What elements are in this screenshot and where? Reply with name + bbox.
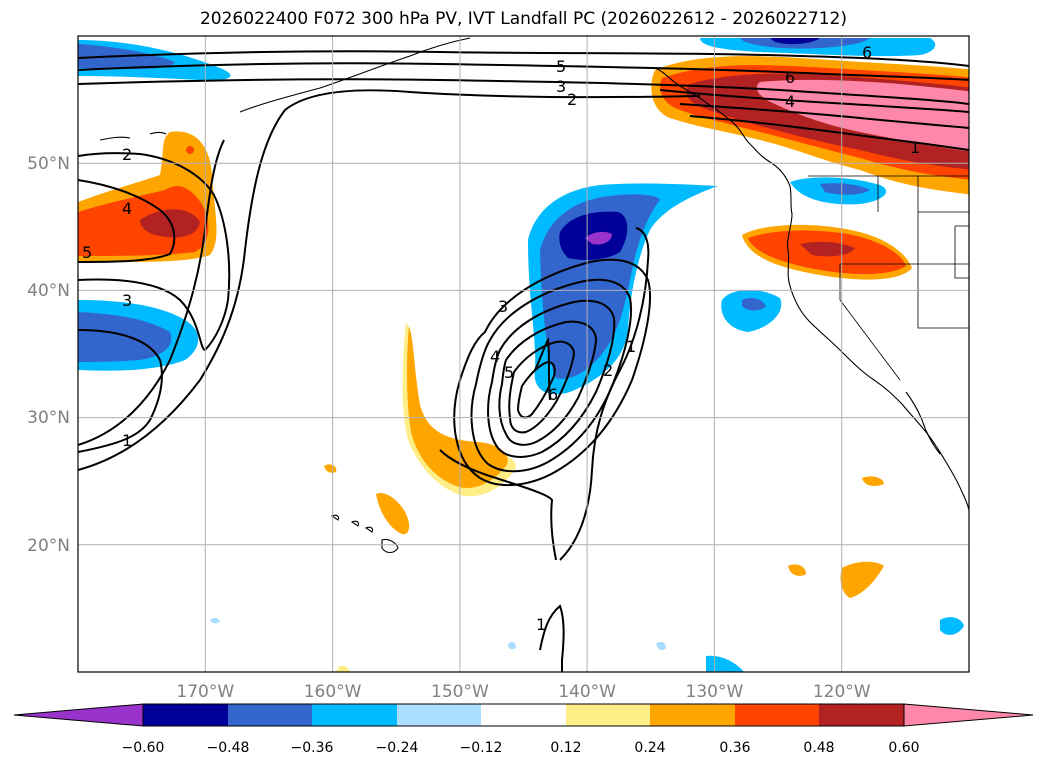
colorbar-tick-label: 0.60	[888, 740, 919, 756]
political-boundaries	[808, 175, 969, 381]
contour-label: 3	[556, 77, 566, 96]
lon-tick-label: 140°W	[558, 682, 616, 702]
colorbar-tick-label: −0.48	[207, 740, 250, 756]
lat-tick-label: 20°N	[27, 536, 70, 556]
contour-labels: 5 3 2 6 6 4 1 2 4 5 3 3 5 4 6 2 1 1 1	[82, 43, 920, 634]
lon-tick-label: 130°W	[686, 682, 744, 702]
lat-axis: 50°N 40°N 30°N 20°N	[27, 154, 70, 556]
negative-anomaly-small	[721, 289, 782, 332]
contour-label: 5	[504, 363, 514, 382]
contour-label: 1	[626, 337, 636, 356]
contour-label: 1	[910, 138, 920, 157]
colorbar-tick-label: 0.24	[634, 740, 665, 756]
colorbar-extend-low	[13, 703, 144, 727]
contour-label: 1	[536, 615, 546, 634]
colorbar-segment	[650, 704, 735, 726]
map-frame	[77, 35, 970, 673]
colorbar-tick-label: −0.12	[460, 740, 503, 756]
contour-label: 2	[122, 145, 132, 164]
contour-north-1	[78, 50, 969, 67]
colorbar-extend-high	[903, 703, 1034, 727]
colorbar-tick-label: 0.12	[550, 740, 581, 756]
lat-tick-label: 50°N	[27, 154, 70, 174]
colorbar-tick-label: −0.36	[291, 740, 334, 756]
gridlines	[78, 36, 969, 672]
colorbar-segment	[481, 704, 566, 726]
lat-tick-label: 40°N	[27, 281, 70, 301]
shaded-field	[78, 38, 969, 672]
contour-label: 2	[567, 90, 577, 109]
lon-tick-label: 160°W	[304, 682, 362, 702]
contour-south-tail	[534, 336, 551, 401]
coastline-alaska	[239, 37, 471, 113]
contour-label: 3	[498, 297, 508, 316]
lon-tick-label: 150°W	[431, 682, 489, 702]
colorbar-segment	[228, 704, 312, 726]
colorbar-segment	[397, 704, 481, 726]
lat-tick-label: 30°N	[27, 408, 70, 428]
map-title: 2026022400 F072 300 hPa PV, IVT Landfall…	[199, 9, 847, 29]
colorbar-tick-label: −0.60	[122, 740, 165, 756]
colorbar-segment	[566, 704, 650, 726]
colorbar-tick-label: 0.48	[803, 740, 834, 756]
contour-low-ring-2	[470, 278, 633, 473]
colorbar-tick-label: −0.24	[376, 740, 419, 756]
coastline-hawaii	[381, 538, 399, 554]
lon-tick-label: 120°W	[813, 682, 871, 702]
colorbar-segment	[312, 704, 397, 726]
lon-tick-label: 170°W	[176, 682, 234, 702]
colorbar: −0.60 −0.48 −0.36 −0.24 −0.12 0.12 0.24 …	[13, 703, 1034, 756]
contour-label: 3	[122, 291, 132, 310]
contour-label: 6	[785, 68, 795, 87]
contour-label: 2	[603, 361, 613, 380]
contour-label: 4	[785, 92, 795, 111]
contour-label: 5	[82, 243, 92, 262]
colorbar-tick-label: 0.36	[719, 740, 750, 756]
contour-label: 6	[862, 43, 872, 62]
contour-label: 6	[548, 385, 558, 404]
coastlines	[99, 37, 969, 554]
contour-west-arc	[78, 89, 701, 471]
contour-north-2	[78, 62, 969, 81]
contour-label: 4	[122, 199, 132, 218]
colorbar-segment	[735, 704, 819, 726]
colorbar-segment	[143, 704, 228, 726]
map-panel: 5 3 2 6 6 4 1 2 4 5 3 3 5 4 6 2 1 1 1	[78, 36, 969, 672]
contour-lines	[78, 50, 969, 672]
contour-north-3	[78, 78, 969, 105]
contour-label: 4	[490, 347, 500, 366]
lon-axis: 170°W 160°W 150°W 140°W 130°W 120°W	[176, 682, 870, 702]
contour-label: 5	[556, 57, 566, 76]
contour-label: 1	[122, 431, 132, 450]
colorbar-segment	[819, 704, 904, 726]
colorbar-frame	[142, 703, 905, 727]
